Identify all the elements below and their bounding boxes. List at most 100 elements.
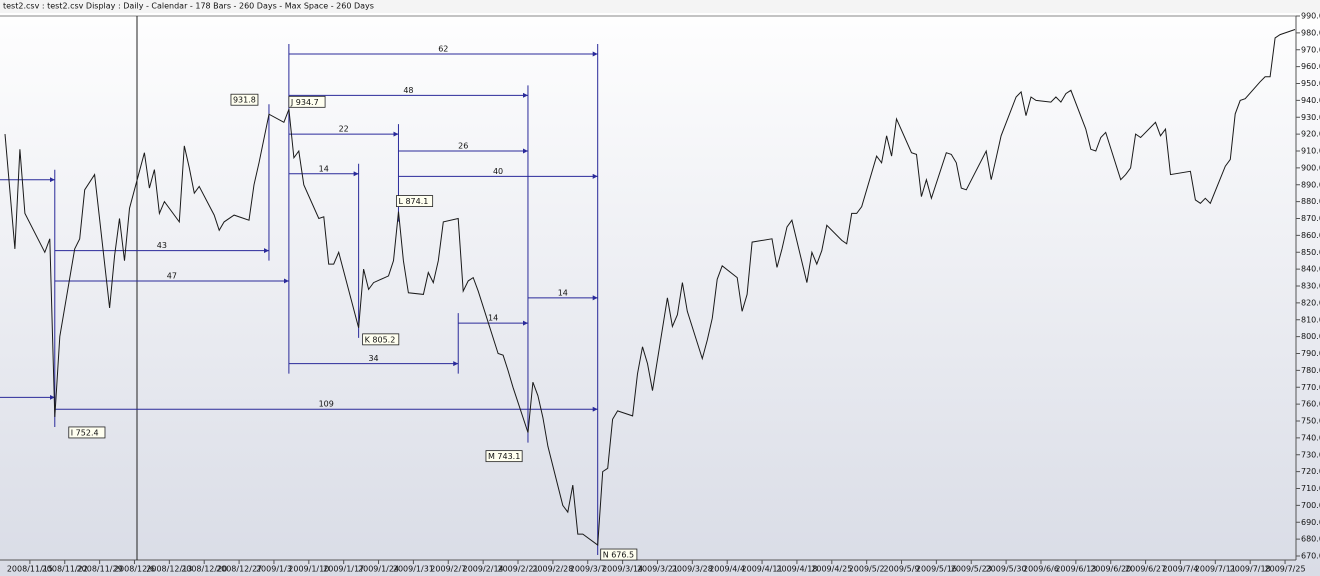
y-tick-label: 690.0 (1301, 518, 1320, 527)
point-label-box (68, 426, 106, 439)
x-tick-label: 2009/2/14 (463, 565, 504, 574)
y-tick-label: 670.0 (1301, 552, 1320, 561)
y-tick-label: 740.0 (1301, 433, 1320, 442)
cycle-label: 47 (167, 271, 177, 280)
y-tick-label: 940.0 (1301, 96, 1320, 105)
point-label: J 934.7 (290, 98, 319, 107)
x-tick-label: 2009/6/20 (1090, 565, 1131, 574)
x-tick-label: 2009/1/24 (358, 565, 399, 574)
y-tick-label: 850.0 (1301, 248, 1320, 257)
y-tick-label: 930.0 (1301, 113, 1320, 122)
cycle-label: 34 (368, 354, 378, 363)
point-label: L 874.1 (398, 197, 428, 206)
cycle-label: 109 (319, 400, 334, 409)
cycle-label: 62 (438, 44, 448, 53)
x-tick-label: 2008/12/6 (114, 565, 155, 574)
y-tick-label: 700.0 (1301, 501, 1320, 510)
y-tick-label: 990.0 (1301, 12, 1320, 21)
cycle-label: 40 (493, 167, 503, 176)
x-tick-label: 2009/1/3 (256, 565, 292, 574)
cycle-label: 43 (157, 241, 167, 250)
x-tick-label: 2009/5/2 (849, 565, 885, 574)
x-tick-label: 2009/3/21 (637, 565, 678, 574)
cycle-label: 22 (339, 125, 349, 134)
y-tick-label: 680.0 (1301, 535, 1320, 544)
x-tick-label: 2009/2/21 (497, 565, 538, 574)
y-tick-label: 840.0 (1301, 265, 1320, 274)
cycle-label: 14 (319, 164, 329, 173)
cycle-label: 26 (458, 142, 468, 151)
point-label-box (600, 548, 638, 561)
x-tick-label: 2009/5/16 (916, 565, 957, 574)
y-tick-label: 860.0 (1301, 231, 1320, 240)
point-label-box (288, 95, 326, 108)
cycle-label: 14 (488, 314, 498, 323)
y-tick-label: 910.0 (1301, 147, 1320, 156)
x-tick-label: 2009/5/9 (884, 565, 920, 574)
y-tick-label: 800.0 (1301, 332, 1320, 341)
y-tick-label: 960.0 (1301, 62, 1320, 71)
y-tick-label: 820.0 (1301, 298, 1320, 307)
x-tick-label: 2009/4/25 (811, 565, 852, 574)
x-tick-label: 2009/3/28 (672, 565, 713, 574)
x-tick-label: 2009/1/17 (323, 565, 364, 574)
x-tick-label: 2009/4/18 (776, 565, 817, 574)
header: test2.csv : test2.csv Display : Daily - … (3, 2, 374, 11)
x-tick-label: 2008/12/20 (181, 565, 227, 574)
x-tick-label: 2008/11/22 (42, 565, 88, 574)
point-label-box (362, 333, 400, 346)
y-tick-label: 790.0 (1301, 349, 1320, 358)
y-tick-label: 870.0 (1301, 214, 1320, 223)
x-tick-label: 2009/5/23 (951, 565, 992, 574)
x-tick-label: 2009/6/27 (1125, 565, 1166, 574)
x-tick-label: 2009/1/10 (288, 565, 329, 574)
x-tick-label: 2009/3/7 (570, 565, 606, 574)
point-label: M 743.1 (488, 452, 520, 461)
y-tick-label: 950.0 (1301, 79, 1320, 88)
cycle-label: 14 (558, 288, 568, 297)
x-tick-label: 2008/11/29 (77, 565, 123, 574)
x-tick-label: 2008/12/27 (216, 565, 262, 574)
y-tick-label: 710.0 (1301, 484, 1320, 493)
y-tick-label: 920.0 (1301, 130, 1320, 139)
x-tick-label: 2009/6/13 (1055, 565, 1096, 574)
y-tick-label: 970.0 (1301, 45, 1320, 54)
y-tick-label: 780.0 (1301, 366, 1320, 375)
y-tick-label: 760.0 (1301, 400, 1320, 409)
price-line (4, 29, 1296, 546)
x-tick-label: 2008/12/13 (146, 565, 192, 574)
x-tick-label: 2009/7/4 (1162, 565, 1198, 574)
x-tick-label: 2009/2/28 (532, 565, 573, 574)
x-tick-label: 2009/4/4 (709, 565, 745, 574)
point-label-box (485, 450, 523, 463)
y-tick-label: 810.0 (1301, 315, 1320, 324)
x-tick-label: 2009/1/31 (393, 565, 434, 574)
point-label-box (396, 195, 434, 207)
y-tick-label: 890.0 (1301, 180, 1320, 189)
y-tick-label: 730.0 (1301, 450, 1320, 459)
y-tick-label: 880.0 (1301, 197, 1320, 206)
point-label: N 676.5 (603, 551, 634, 560)
y-tick-label: 980.0 (1301, 28, 1320, 37)
y-tick-label: 830.0 (1301, 282, 1320, 291)
y-tick-label: 750.0 (1301, 417, 1320, 426)
y-tick-label: 720.0 (1301, 467, 1320, 476)
point-label: 931.8 (233, 96, 256, 105)
x-tick-label: 2009/6/6 (1023, 565, 1059, 574)
y-tick-label: 770.0 (1301, 383, 1320, 392)
point-label-box (230, 93, 259, 106)
x-tick-label: 2009/7/25 (1265, 565, 1306, 574)
point-label: I 752.4 (71, 428, 99, 437)
x-tick-label: 2008/11/15 (7, 565, 53, 574)
cycle-label: 48 (403, 86, 413, 95)
x-tick-label: 2009/7/11 (1195, 565, 1236, 574)
x-tick-label: 2009/2/7 (430, 565, 466, 574)
x-tick-label: 2009/5/30 (986, 565, 1027, 574)
point-label: K 805.2 (365, 335, 396, 344)
x-tick-label: 2009/3/14 (602, 565, 643, 574)
x-tick-label: 2009/7/18 (1230, 565, 1271, 574)
x-tick-label: 2009/4/11 (742, 565, 783, 574)
y-tick-label: 900.0 (1301, 163, 1320, 172)
